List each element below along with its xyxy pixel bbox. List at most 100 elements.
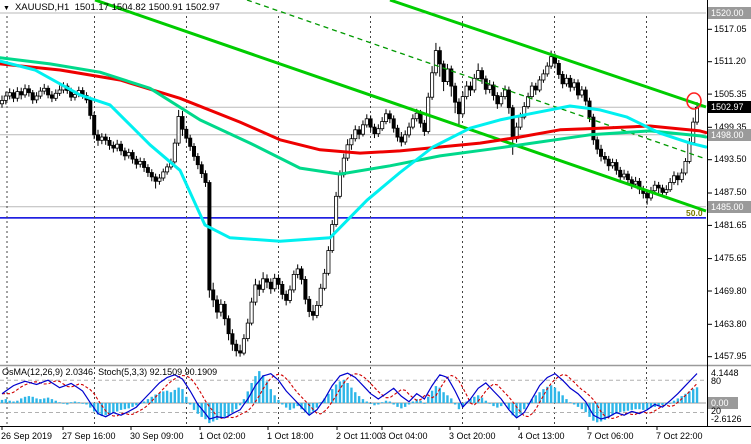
candle-bearish bbox=[491, 84, 496, 96]
candle-bearish bbox=[660, 187, 665, 193]
candle-bullish bbox=[337, 174, 342, 197]
candle-bearish bbox=[595, 139, 600, 150]
candle-bullish bbox=[579, 89, 584, 96]
time-axis-label: 3 Oct 20:00 bbox=[449, 431, 496, 441]
price-tick-label: 1463.80 bbox=[714, 318, 747, 329]
candle-bullish bbox=[334, 195, 339, 225]
price-tick-label: 1517.05 bbox=[714, 23, 747, 34]
price-tick-label: 1493.50 bbox=[714, 154, 747, 165]
candle-bearish bbox=[468, 85, 473, 91]
candle-bullish bbox=[541, 73, 546, 81]
candle-bearish bbox=[92, 115, 97, 136]
chevron-down-icon[interactable]: ▼ bbox=[3, 5, 10, 12]
channel-trendline bbox=[389, 0, 707, 109]
candle-bullish bbox=[165, 166, 170, 173]
candle-bearish bbox=[19, 91, 24, 96]
candle-bullish bbox=[695, 106, 700, 123]
candle-bullish bbox=[34, 95, 39, 101]
candle-bullish bbox=[545, 65, 550, 75]
stoch-label: Stoch(5,3,3) 92.1509 90.1909 bbox=[98, 367, 218, 377]
candle-bearish bbox=[284, 293, 289, 301]
candle-bullish bbox=[472, 77, 477, 91]
candle-bearish bbox=[506, 89, 511, 109]
indicator-axis-label: 80 bbox=[711, 375, 722, 386]
candle-bearish bbox=[234, 343, 239, 352]
candle-bearish bbox=[184, 128, 189, 139]
time-axis-label: 2 Oct 11:00 bbox=[336, 431, 382, 441]
candle-bearish bbox=[26, 88, 31, 94]
candle-bullish bbox=[7, 92, 12, 97]
price-tick-label: 1469.80 bbox=[714, 285, 747, 296]
candle-bullish bbox=[115, 143, 120, 149]
candle-bullish bbox=[410, 118, 415, 128]
candle-bullish bbox=[376, 128, 381, 135]
candle-bearish bbox=[211, 289, 216, 301]
candle-bearish bbox=[453, 85, 458, 103]
candle-bullish bbox=[126, 152, 131, 157]
candle-bullish bbox=[537, 79, 542, 91]
candle-bearish bbox=[134, 158, 139, 165]
symbol-timeframe-label: XAUUSD,H1 bbox=[14, 2, 70, 13]
candle-bullish bbox=[383, 113, 388, 123]
price-tick-label: 1481.65 bbox=[714, 219, 747, 230]
candle-bullish bbox=[430, 72, 435, 98]
ma-springgreen-line bbox=[0, 56, 708, 176]
indicator-level-box: 0.00 bbox=[708, 397, 738, 409]
price-tick-label: 1499.35 bbox=[714, 121, 747, 132]
candle-bullish bbox=[314, 304, 319, 316]
price-level-box: 1502.97 bbox=[708, 101, 751, 114]
candle-bullish bbox=[668, 182, 673, 191]
candle-bearish bbox=[614, 162, 619, 171]
candle-bullish bbox=[353, 129, 358, 140]
price-level-box: 1498.00 bbox=[708, 128, 751, 141]
candle-bullish bbox=[499, 96, 504, 105]
candle-bearish bbox=[510, 107, 515, 140]
candle-bearish bbox=[618, 169, 623, 178]
price-tick-label: 1475.65 bbox=[714, 253, 747, 264]
candle-bearish bbox=[418, 112, 423, 124]
candle-bullish bbox=[172, 142, 177, 163]
candle-bullish bbox=[610, 162, 615, 167]
price-level-box: 1520.00 bbox=[708, 6, 751, 19]
ma-red-line bbox=[0, 62, 708, 155]
candle-bullish bbox=[380, 121, 385, 130]
candle-bearish bbox=[49, 94, 54, 99]
candle-bullish bbox=[433, 50, 438, 74]
candle-bearish bbox=[111, 144, 116, 149]
candle-bullish bbox=[683, 160, 688, 174]
candle-bullish bbox=[138, 160, 143, 165]
candle-bullish bbox=[0, 100, 5, 105]
candle-bullish bbox=[42, 87, 47, 92]
candle-bearish bbox=[119, 143, 124, 152]
candle-bullish bbox=[564, 77, 569, 85]
candle-bearish bbox=[441, 63, 446, 83]
candle-bullish bbox=[161, 171, 166, 179]
candle-bearish bbox=[303, 278, 308, 300]
candle-bullish bbox=[529, 85, 534, 97]
candle-bearish bbox=[372, 126, 377, 135]
candle-bullish bbox=[691, 121, 696, 143]
price-tick-label: 1457.95 bbox=[714, 351, 747, 362]
candle-bullish bbox=[38, 90, 43, 97]
candle-bearish bbox=[268, 281, 273, 290]
stoch-d-line bbox=[2, 373, 698, 419]
candle-bearish bbox=[96, 134, 101, 141]
candle-bearish bbox=[675, 175, 680, 181]
candle-bearish bbox=[30, 92, 35, 101]
time-axis-label: 7 Oct 06:00 bbox=[587, 431, 634, 441]
candle-bearish bbox=[130, 152, 135, 160]
candle-bullish bbox=[295, 268, 300, 275]
time-axis-label: 1 Oct 02:00 bbox=[199, 431, 246, 441]
candle-bearish bbox=[625, 173, 630, 181]
candle-bullish bbox=[652, 184, 657, 192]
candle-bearish bbox=[107, 139, 112, 146]
time-axis-label: 7 Oct 22:00 bbox=[656, 431, 703, 441]
time-axis-label: 3 Oct 04:00 bbox=[381, 431, 428, 441]
bar-ohlc-values: 1501.17 1504.82 1500.91 1502.97 bbox=[74, 2, 220, 13]
candle-bearish bbox=[46, 87, 51, 96]
indicator-labels: OsMA(12,26,9) 2.0346 Stoch(5,3,3) 92.150… bbox=[2, 367, 217, 378]
candle-bearish bbox=[556, 63, 561, 75]
candle-bearish bbox=[238, 350, 243, 354]
